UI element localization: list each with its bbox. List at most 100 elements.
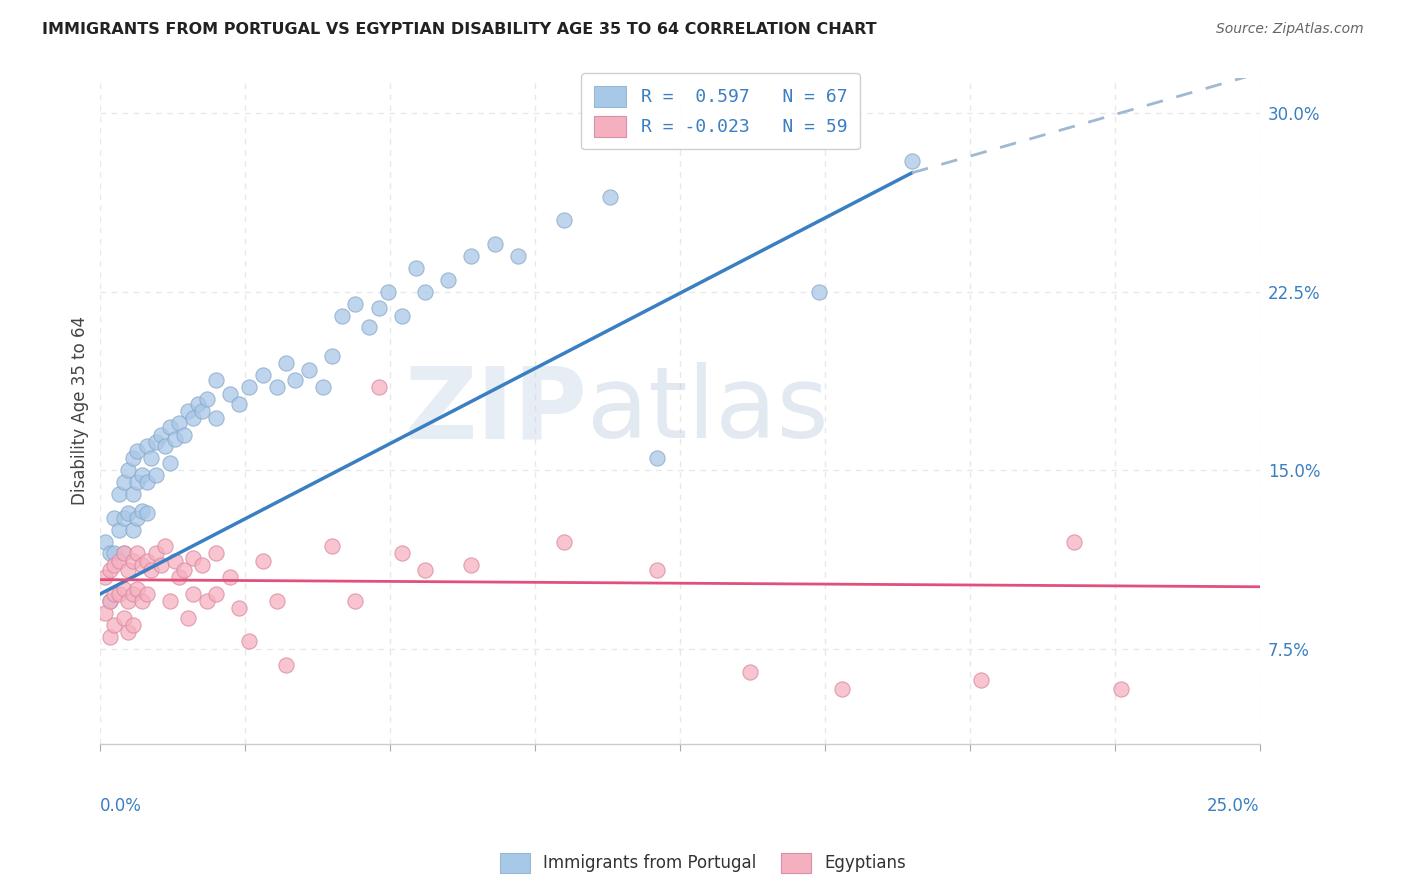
Point [1109, 681, 1132, 696]
Point [145, 434, 167, 449]
Point [298, 363, 321, 377]
Point [127, 510, 149, 524]
Point [131, 558, 153, 573]
Point [155, 439, 177, 453]
Point [205, 410, 228, 425]
Point [359, 320, 381, 334]
Text: Source: ZipAtlas.com: Source: ZipAtlas.com [1216, 22, 1364, 37]
Point [141, 451, 163, 466]
Point [155, 539, 177, 553]
Point [121, 451, 143, 466]
Point [94, 606, 117, 620]
Point [112, 610, 135, 624]
Point [94, 534, 117, 549]
Point [645, 451, 668, 466]
Text: ZIP: ZIP [405, 362, 588, 459]
Point [108, 523, 131, 537]
Point [121, 553, 143, 567]
Point [970, 673, 993, 687]
Point [98, 594, 121, 608]
Point [645, 563, 668, 577]
Point [94, 570, 117, 584]
Point [121, 587, 143, 601]
Point [377, 285, 399, 299]
Point [437, 273, 460, 287]
Point [98, 594, 121, 608]
Point [321, 349, 343, 363]
Point [484, 237, 506, 252]
Point [413, 563, 436, 577]
Point [219, 570, 242, 584]
Point [135, 439, 157, 453]
Point [145, 467, 167, 482]
Point [181, 587, 204, 601]
Point [187, 396, 209, 410]
Point [117, 463, 139, 477]
Point [553, 534, 575, 549]
Point [391, 309, 413, 323]
Point [266, 380, 288, 394]
Point [117, 506, 139, 520]
Point [112, 546, 135, 560]
Point [181, 410, 204, 425]
Point [191, 403, 214, 417]
Point [195, 392, 218, 406]
Point [108, 487, 131, 501]
Point [98, 546, 121, 560]
Point [149, 558, 172, 573]
Point [121, 617, 143, 632]
Point [103, 546, 125, 560]
Point [181, 551, 204, 566]
Point [284, 373, 307, 387]
Point [127, 582, 149, 596]
Point [367, 380, 389, 394]
Point [167, 570, 190, 584]
Point [159, 594, 181, 608]
Point [131, 467, 153, 482]
Point [112, 475, 135, 489]
Point [167, 416, 190, 430]
Point [108, 553, 131, 567]
Point [274, 658, 297, 673]
Point [553, 213, 575, 227]
Point [252, 553, 274, 567]
Point [163, 432, 186, 446]
Point [163, 553, 186, 567]
Point [135, 553, 157, 567]
Text: 25.0%: 25.0% [1208, 797, 1260, 814]
Point [159, 420, 181, 434]
Point [344, 296, 367, 310]
Point [117, 624, 139, 639]
Point [135, 506, 157, 520]
Point [312, 380, 335, 394]
Point [103, 558, 125, 573]
Point [831, 681, 853, 696]
Point [228, 396, 250, 410]
Point [108, 587, 131, 601]
Point [135, 587, 157, 601]
Point [321, 539, 343, 553]
Point [238, 634, 260, 648]
Point [344, 594, 367, 608]
Point [149, 427, 172, 442]
Point [1063, 534, 1085, 549]
Point [121, 487, 143, 501]
Point [141, 563, 163, 577]
Point [599, 189, 621, 203]
Point [112, 510, 135, 524]
Point [145, 546, 167, 560]
Point [112, 582, 135, 596]
Point [219, 387, 242, 401]
Y-axis label: Disability Age 35 to 64: Disability Age 35 to 64 [72, 317, 89, 505]
Point [98, 563, 121, 577]
Point [127, 475, 149, 489]
Point [177, 610, 200, 624]
Point [330, 309, 353, 323]
Legend: R =  0.597   N = 67, R = -0.023   N = 59: R = 0.597 N = 67, R = -0.023 N = 59 [581, 73, 860, 149]
Point [738, 665, 761, 680]
Point [228, 601, 250, 615]
Point [205, 587, 228, 601]
Point [808, 285, 831, 299]
Point [173, 427, 195, 442]
Point [252, 368, 274, 382]
